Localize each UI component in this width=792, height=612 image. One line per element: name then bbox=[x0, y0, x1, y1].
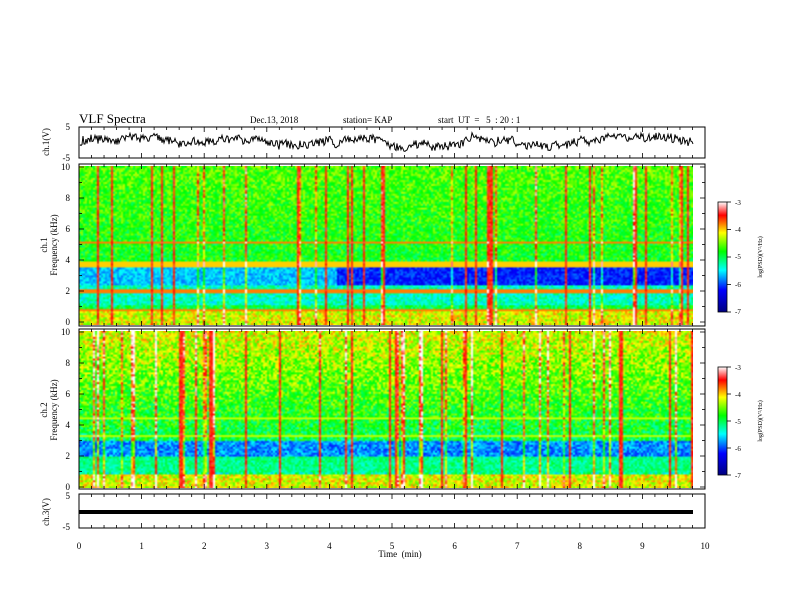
xtick-3: 3 bbox=[265, 541, 270, 551]
xtick-10: 10 bbox=[701, 541, 711, 551]
ch1-colorbar-tick-m4: -4 bbox=[735, 226, 741, 234]
ch2-freq-tick-8: 8 bbox=[66, 358, 71, 368]
start-time-label: start UT = 5 : 20 : 1 bbox=[438, 115, 520, 125]
ch1-freq-tick-4: 4 bbox=[66, 255, 71, 265]
ch1-colorbar-tick-m7: -7 bbox=[735, 308, 741, 316]
ch2-freq-tick-4: 4 bbox=[66, 420, 71, 430]
ch2-colorbar-tick-m3: -3 bbox=[735, 364, 741, 372]
spec1-raster bbox=[79, 166, 693, 325]
ch2-colorbar-tick-m5: -5 bbox=[735, 418, 741, 426]
ch2-colorbar-tick-m7: -7 bbox=[735, 472, 741, 480]
ch2-freq-tick-10: 10 bbox=[61, 327, 71, 337]
xtick-1: 1 bbox=[139, 541, 144, 551]
ch1-spectrogram-panel: 0 2 4 6 8 10 ch.1 Frequency (kHz) bbox=[39, 162, 706, 327]
ch1-colorbar: -3 -4 -5 -6 -7 log(PSD)(V²/Hz) bbox=[717, 199, 764, 316]
time-axis: 0 1 2 3 4 5 6 7 8 9 10 Time (min) bbox=[77, 541, 710, 559]
ch2-colorbar-scale bbox=[717, 366, 728, 476]
ch1-waveform-panel: 5 -5 ch.1(V) bbox=[41, 122, 706, 163]
ch2-colorbar-tick-m6: -6 bbox=[735, 445, 741, 453]
ch2-colorbar: -3 -4 -5 -6 -7 log(PSD)(V²/Hz) bbox=[717, 364, 764, 480]
ch2-spectrogram-ylabel-frequency: Frequency (kHz) bbox=[49, 379, 59, 440]
ch1-spectrogram-ticks bbox=[78, 164, 706, 326]
date-label: Dec.13, 2018 bbox=[250, 115, 299, 125]
ch2-spectrogram-panel: 0 2 4 6 8 10 ch.2 Frequency (kHz) bbox=[39, 327, 706, 492]
ch3-ytick-top: 5 bbox=[66, 491, 71, 501]
ch1-waveform-trace bbox=[79, 131, 694, 152]
ch1-waveform-ylabel: ch.1(V) bbox=[41, 128, 51, 156]
figure-title: VLF Spectra bbox=[79, 111, 146, 126]
ch2-colorbar-tick-m4: -4 bbox=[735, 391, 741, 399]
xtick-2: 2 bbox=[202, 541, 207, 551]
ch1-freq-tick-2: 2 bbox=[66, 286, 71, 296]
ch3-waveform-ylabel: ch.3(V) bbox=[41, 498, 51, 526]
ch1-spectrogram-image bbox=[79, 166, 693, 325]
ch1-colorbar-tick-m5: -5 bbox=[735, 253, 741, 261]
ch1-freq-tick-10: 10 bbox=[61, 162, 71, 172]
ch2-spectrogram-ticks bbox=[78, 329, 706, 489]
ch1-colorbar-scale bbox=[717, 201, 728, 313]
xtick-6: 6 bbox=[452, 541, 457, 551]
ch1-colorbar-tick-m6: -6 bbox=[735, 281, 741, 289]
ch1-colorbar-tick-m3: -3 bbox=[735, 199, 741, 207]
ch3-ytick-bottom: -5 bbox=[63, 522, 71, 532]
xtick-4: 4 bbox=[327, 541, 332, 551]
ch2-freq-tick-2: 2 bbox=[66, 451, 71, 461]
ch1-colorbar-label: log(PSD)(V²/Hz) bbox=[757, 236, 764, 277]
ch2-freq-tick-6: 6 bbox=[66, 389, 71, 399]
ch1-freq-tick-6: 6 bbox=[66, 224, 71, 234]
xtick-9: 9 bbox=[640, 541, 645, 551]
ch1-spectrogram-ylabel-channel: ch.1 bbox=[39, 237, 49, 252]
ch1-ytick-bottom: -5 bbox=[63, 153, 71, 163]
spec2-raster bbox=[79, 331, 693, 488]
ch1-ytick-top: 5 bbox=[66, 122, 71, 132]
ch3-waveform-trace bbox=[79, 510, 693, 514]
xtick-8: 8 bbox=[578, 541, 583, 551]
ch1-waveform-ticks bbox=[78, 127, 706, 158]
station-label: station= KAP bbox=[343, 115, 392, 125]
xtick-7: 7 bbox=[515, 541, 520, 551]
ch2-freq-tick-0: 0 bbox=[66, 482, 71, 492]
ch2-colorbar-label: log(PSD)(V²/Hz) bbox=[757, 400, 764, 441]
x-axis-label: Time (min) bbox=[378, 549, 421, 559]
ch3-waveform-panel: 5 -5 ch.3(V) bbox=[41, 491, 706, 532]
ch3-waveform-ticks bbox=[78, 494, 706, 528]
ch1-waveform-frame bbox=[78, 126, 706, 159]
ch1-freq-tick-0: 0 bbox=[66, 317, 71, 327]
ch2-spectrogram-image bbox=[79, 331, 693, 488]
xtick-5: 5 bbox=[390, 541, 395, 551]
ch1-freq-tick-8: 8 bbox=[66, 193, 71, 203]
xtick-0: 0 bbox=[77, 541, 82, 551]
ch1-spectrogram-ylabel-frequency: Frequency (kHz) bbox=[49, 214, 59, 275]
ch2-spectrogram-ylabel-channel: ch.2 bbox=[39, 402, 49, 417]
